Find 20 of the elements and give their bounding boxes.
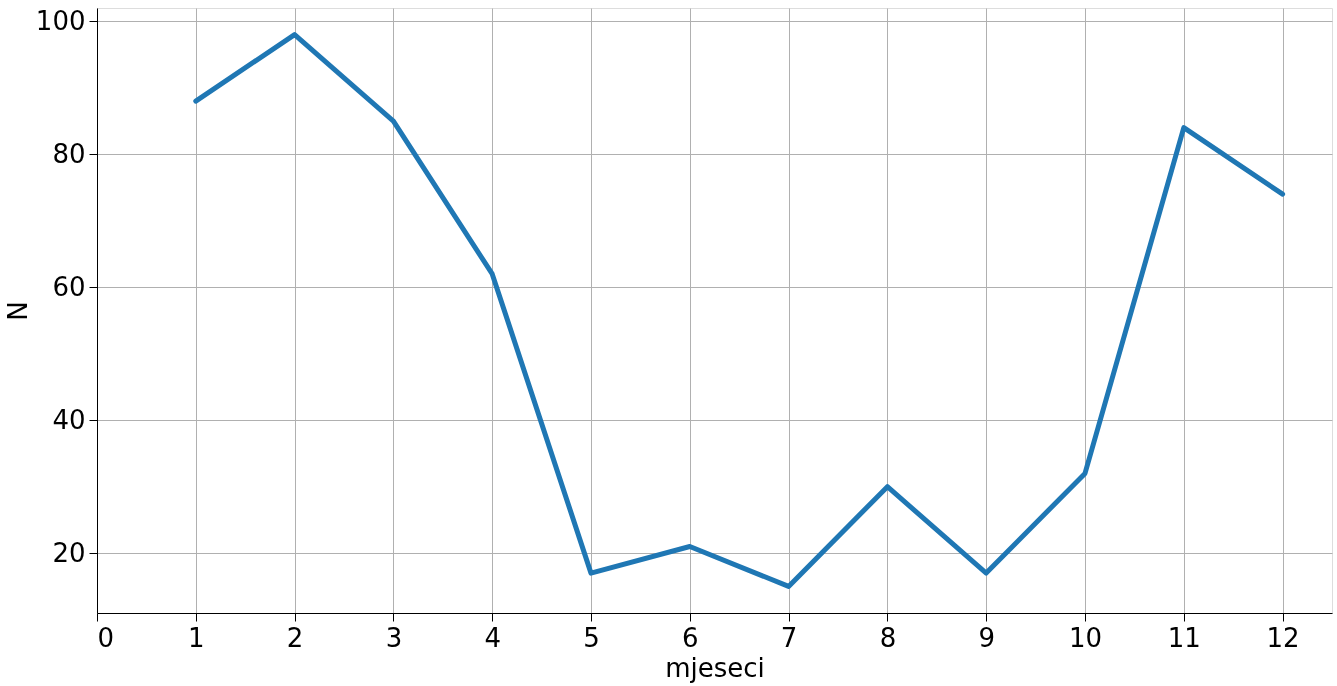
y-tick-label: 20 [52,537,86,568]
y-tick-label: 80 [52,138,86,169]
y-tick-label: 100 [35,5,86,36]
x-tick-label: 10 [1068,622,1103,653]
x-tick-label: 1 [188,622,205,653]
x-tick-label: 6 [682,622,699,653]
x-tick-label: 2 [286,622,304,653]
x-tick-label: 7 [780,622,798,653]
x-axis-title: mjeseci [665,652,765,683]
x-tick-label: 8 [879,622,897,653]
x-tick-label: 5 [583,622,600,653]
y-tick-label: 60 [52,271,86,302]
x-tick-label: 0 [97,622,115,653]
x-tick-label: 3 [385,622,403,653]
x-tick-label: 12 [1266,622,1300,653]
x-tick-label: 9 [978,622,995,653]
y-axis-title: N [2,301,33,321]
y-tick-label: 40 [52,404,86,435]
x-tick-label: 11 [1167,622,1201,653]
x-tick-label: 4 [484,622,501,653]
